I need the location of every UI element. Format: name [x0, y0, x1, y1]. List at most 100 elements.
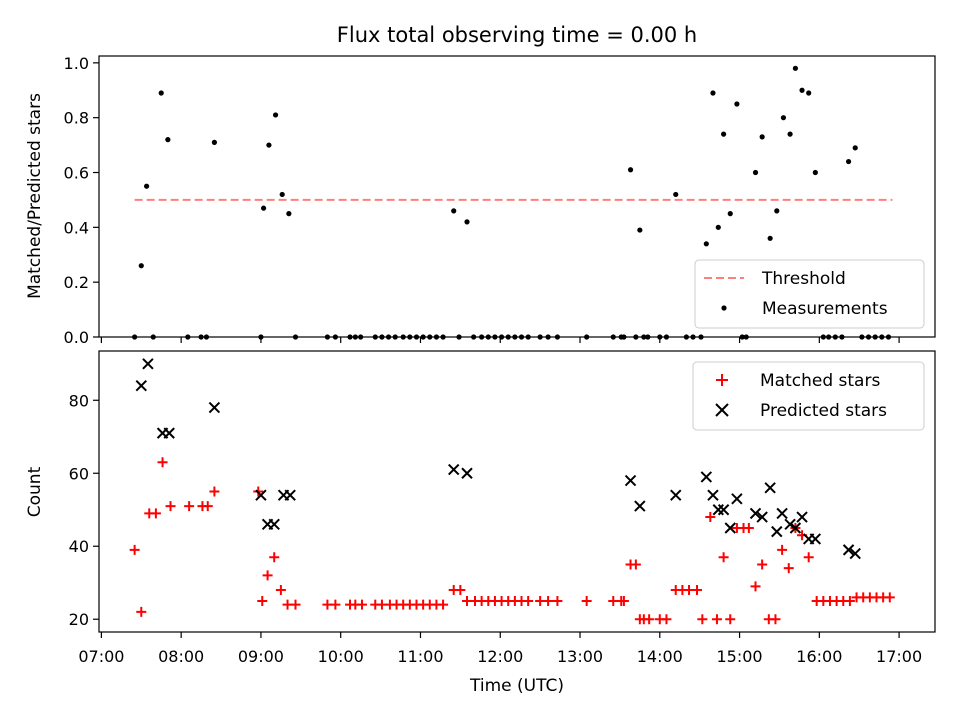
x-tick-label: 10:00	[318, 647, 364, 666]
x-tick-label: 16:00	[796, 647, 842, 666]
x-tick-label: 08:00	[158, 647, 204, 666]
predicted-star-point	[142, 358, 154, 370]
x-tick-label: 13:00	[557, 647, 603, 666]
predicted-star-point	[717, 504, 730, 516]
predicted-star-point	[749, 507, 762, 520]
matched-star-point	[803, 552, 814, 563]
matched-star-point	[202, 501, 213, 512]
predicted-star-point	[784, 518, 796, 531]
y-tick-label: 1.0	[64, 54, 89, 73]
x-tick-label: 14:00	[637, 647, 683, 666]
x-tick-label: 15:00	[717, 647, 763, 666]
matched-star-point	[783, 563, 794, 574]
predicted-star-point	[764, 482, 776, 494]
matched-star-point	[750, 581, 761, 592]
matched-star-point	[743, 522, 754, 533]
plot-frame	[98, 350, 936, 633]
measurement-point	[806, 90, 812, 96]
measurement-point	[812, 169, 818, 176]
measurement-point	[260, 205, 267, 211]
matched-star-point	[165, 501, 176, 512]
measurement-point	[727, 211, 733, 217]
x-tick-label: 17:00	[876, 647, 922, 666]
matched-star-point	[697, 614, 708, 625]
measurement-point	[138, 263, 144, 269]
x-tick-label: 09:00	[238, 647, 284, 666]
matched-star-point	[455, 585, 466, 596]
measurement-point	[286, 211, 292, 217]
matched-star-point	[770, 614, 781, 625]
predicted-star-point	[731, 493, 743, 505]
x-tick-label: 11:00	[397, 647, 443, 666]
predicted-star-point	[707, 489, 719, 501]
x-tick-label: 12:00	[477, 647, 523, 666]
measurement-point	[272, 112, 279, 118]
matched-star-point	[581, 595, 592, 606]
matched-star-point	[661, 614, 672, 625]
legend-box	[694, 259, 925, 329]
predicted-star-point	[268, 518, 280, 531]
predicted-star-point	[700, 471, 713, 483]
y-tick-label: 0.6	[64, 164, 89, 183]
y-tick-label: 0.8	[64, 109, 89, 128]
predicted-star-point	[208, 401, 221, 414]
measurement-point	[721, 131, 727, 137]
matched-star-point	[618, 595, 629, 606]
x-axis-label: Time (UTC)	[469, 676, 564, 696]
measurement-point	[637, 227, 643, 233]
count-panel: 20 40 60 80 07:00 08:00 09:00 10:00 11:00 12:00 13…	[25, 350, 936, 666]
y-tick-label: 0.0	[64, 328, 89, 347]
measurement-point	[703, 241, 709, 247]
measurement-point	[787, 131, 793, 137]
predicted-star-point	[842, 544, 855, 556]
matched-star-point	[184, 501, 195, 512]
measurement-point	[799, 87, 805, 93]
y-axis-label: Count	[25, 466, 45, 517]
legend-marker-predicted	[715, 403, 729, 417]
matched-star-point	[136, 606, 147, 617]
measurement-point	[759, 134, 765, 140]
matched-star-point	[884, 592, 895, 603]
measurement-point	[143, 183, 150, 189]
predicted-star-point	[789, 522, 802, 534]
measurement-point	[780, 115, 787, 121]
ratio-panel: 0.0 0.2 0.4 0.6 0.8 1.0 Matched/Predicted star…	[25, 54, 936, 347]
matched-star-point	[725, 614, 736, 625]
matched-star-point	[644, 614, 655, 625]
chart-title: Flux total observing time = 0.00 h	[337, 23, 697, 47]
measurement-point	[165, 137, 171, 143]
measurement-point	[464, 219, 470, 225]
measurement-point	[852, 145, 858, 151]
predicted-star-point	[712, 504, 724, 516]
measurement-point	[627, 167, 634, 173]
measurement-point	[767, 235, 773, 241]
predicted-star-point	[776, 507, 788, 520]
matched-star-point	[692, 585, 703, 596]
measurement-point	[752, 169, 759, 176]
legend-label: Predicted stars	[760, 401, 887, 421]
measurement-point	[734, 101, 740, 107]
predicted-star-point	[255, 489, 267, 501]
plot-frame	[98, 55, 936, 338]
predicted-star-point	[771, 525, 783, 538]
matched-star-point	[523, 595, 534, 606]
matched-star-point	[269, 552, 280, 563]
predicted-star-point	[724, 522, 736, 534]
measurement-point	[279, 191, 285, 198]
matched-star-point	[129, 544, 140, 555]
predicted-star-point	[448, 463, 460, 476]
matched-star-point	[705, 512, 716, 523]
predicted-star-point	[756, 511, 768, 523]
legend-label: Threshold	[761, 269, 846, 289]
legend-label: Matched stars	[760, 371, 880, 391]
y-axis-label: Matched/Predicted stars	[25, 93, 45, 299]
measurement-point	[673, 191, 679, 198]
y-tick-label: 60	[69, 464, 89, 483]
measurement-point	[266, 142, 272, 148]
matched-star-point	[718, 552, 729, 563]
matched-star-point	[209, 486, 220, 497]
y-tick-label: 40	[69, 537, 89, 556]
x-tick-label: 07:00	[78, 647, 124, 666]
predicted-star-point	[135, 379, 147, 392]
